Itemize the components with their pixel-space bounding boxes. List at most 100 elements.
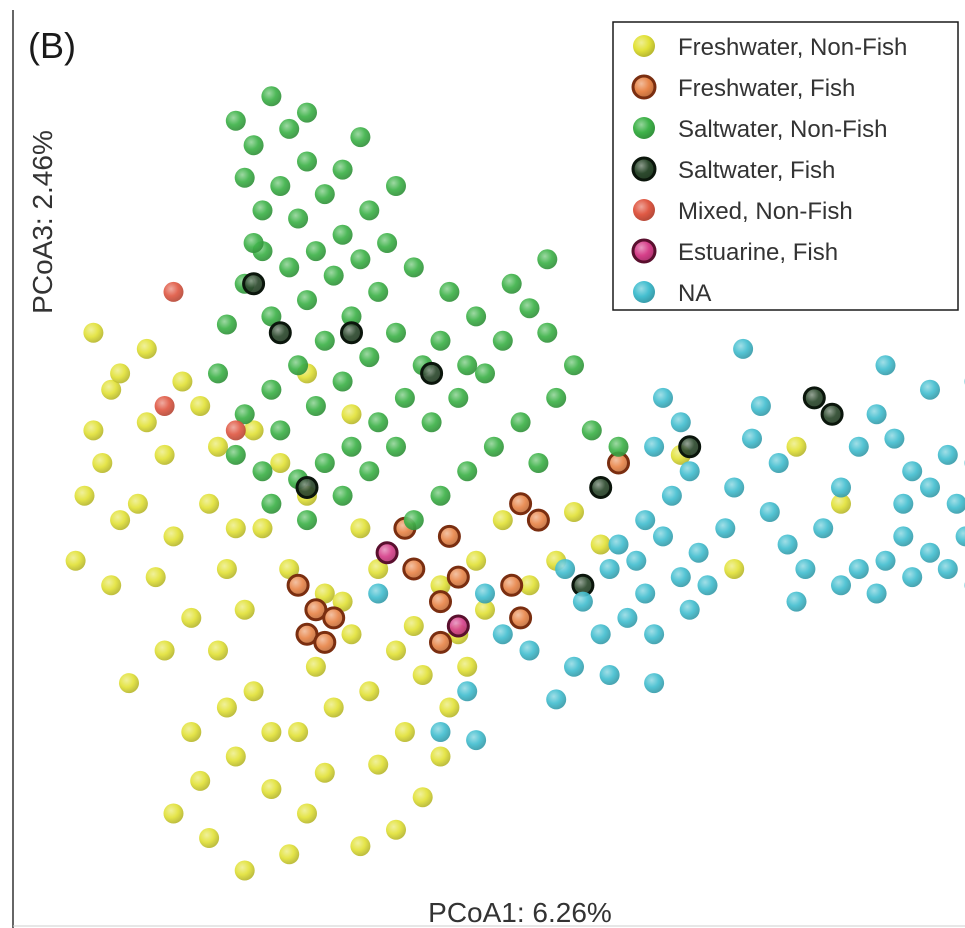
data-point [341, 306, 362, 327]
data-point [848, 436, 869, 457]
data-point [920, 542, 940, 563]
data-point [437, 524, 461, 548]
data-point [101, 379, 122, 400]
legend-marker [633, 199, 655, 221]
data-point [377, 233, 398, 253]
data-point [83, 322, 104, 343]
data-point [305, 656, 326, 677]
data-point [483, 436, 504, 457]
data-point [403, 257, 424, 278]
data-point [279, 257, 300, 278]
data-point [288, 208, 309, 229]
data-point [243, 135, 264, 156]
data-point [501, 273, 522, 294]
data-point [252, 461, 273, 482]
data-point [412, 665, 433, 685]
data-point [270, 420, 291, 441]
data-point [368, 559, 389, 579]
data-point [261, 306, 282, 327]
data-point [403, 616, 424, 636]
data-point [635, 510, 656, 531]
legend-label: NA [678, 280, 711, 307]
data-point [270, 453, 291, 473]
data-point [350, 836, 371, 857]
data-point [394, 722, 415, 742]
data-point [375, 541, 399, 565]
data-point [181, 722, 202, 742]
data-point [446, 614, 470, 638]
legend-item-saltwater-non-fish: Saltwater, Non-Fish [633, 116, 887, 143]
data-point [466, 550, 487, 571]
data-point [225, 518, 246, 539]
data-point [101, 575, 122, 596]
data-point [653, 526, 673, 547]
data-point [439, 281, 460, 302]
data-point [341, 404, 362, 425]
series-freshwater-fish [286, 451, 630, 654]
data-point [359, 347, 380, 368]
data-point [288, 722, 309, 742]
legend-item-estuarine-fish: Estuarine, Fish [631, 238, 838, 266]
data-point [386, 819, 406, 840]
data-point [457, 681, 478, 702]
data-point [786, 436, 807, 457]
data-point [820, 402, 844, 426]
data-point [332, 371, 353, 392]
data-point [519, 298, 540, 319]
data-point [286, 573, 310, 597]
data-point [394, 387, 415, 408]
data-point [617, 607, 638, 628]
data-point [65, 550, 86, 571]
data-point [831, 493, 851, 514]
data-point [875, 550, 896, 571]
data-point [661, 485, 682, 506]
data-point [768, 453, 789, 473]
data-point [279, 118, 300, 139]
data-point [341, 624, 362, 645]
data-point [759, 502, 780, 522]
data-point [581, 420, 602, 441]
data-point [446, 565, 470, 589]
data-point [386, 176, 406, 196]
legend-item-freshwater-non-fish: Freshwater, Non-Fish [633, 34, 907, 61]
data-point [848, 559, 869, 579]
data-point [608, 534, 629, 555]
data-point [332, 159, 353, 180]
data-point [323, 265, 344, 286]
data-point [590, 534, 611, 555]
data-point [866, 583, 887, 604]
data-point [154, 444, 175, 465]
data-point [154, 396, 175, 416]
data-point [475, 599, 495, 620]
data-point [670, 567, 691, 588]
data-point [323, 697, 344, 718]
data-point [305, 241, 326, 262]
legend-label: Freshwater, Non-Fish [678, 34, 907, 61]
legend-marker [633, 35, 655, 57]
data-point [644, 436, 665, 457]
legend-marker [633, 117, 655, 139]
data-point [297, 151, 317, 172]
data-point [599, 559, 620, 579]
data-point [252, 518, 273, 539]
data-point [475, 363, 495, 384]
data-point [386, 436, 406, 457]
data-point [420, 361, 444, 385]
data-point [430, 575, 451, 596]
data-point [322, 606, 346, 630]
data-point [475, 583, 495, 604]
data-point [875, 355, 896, 376]
legend-item-saltwater-fish: Saltwater, Fish [631, 156, 835, 184]
data-point [261, 722, 282, 742]
data-point [902, 567, 923, 588]
data-point [332, 485, 353, 506]
data-point [386, 640, 406, 661]
data-point [920, 477, 940, 498]
data-point [724, 477, 745, 498]
data-point [181, 607, 202, 628]
data-point [777, 534, 798, 555]
data-point [216, 559, 237, 579]
data-point [225, 420, 246, 441]
data-point [402, 557, 426, 581]
data-point [893, 526, 914, 547]
